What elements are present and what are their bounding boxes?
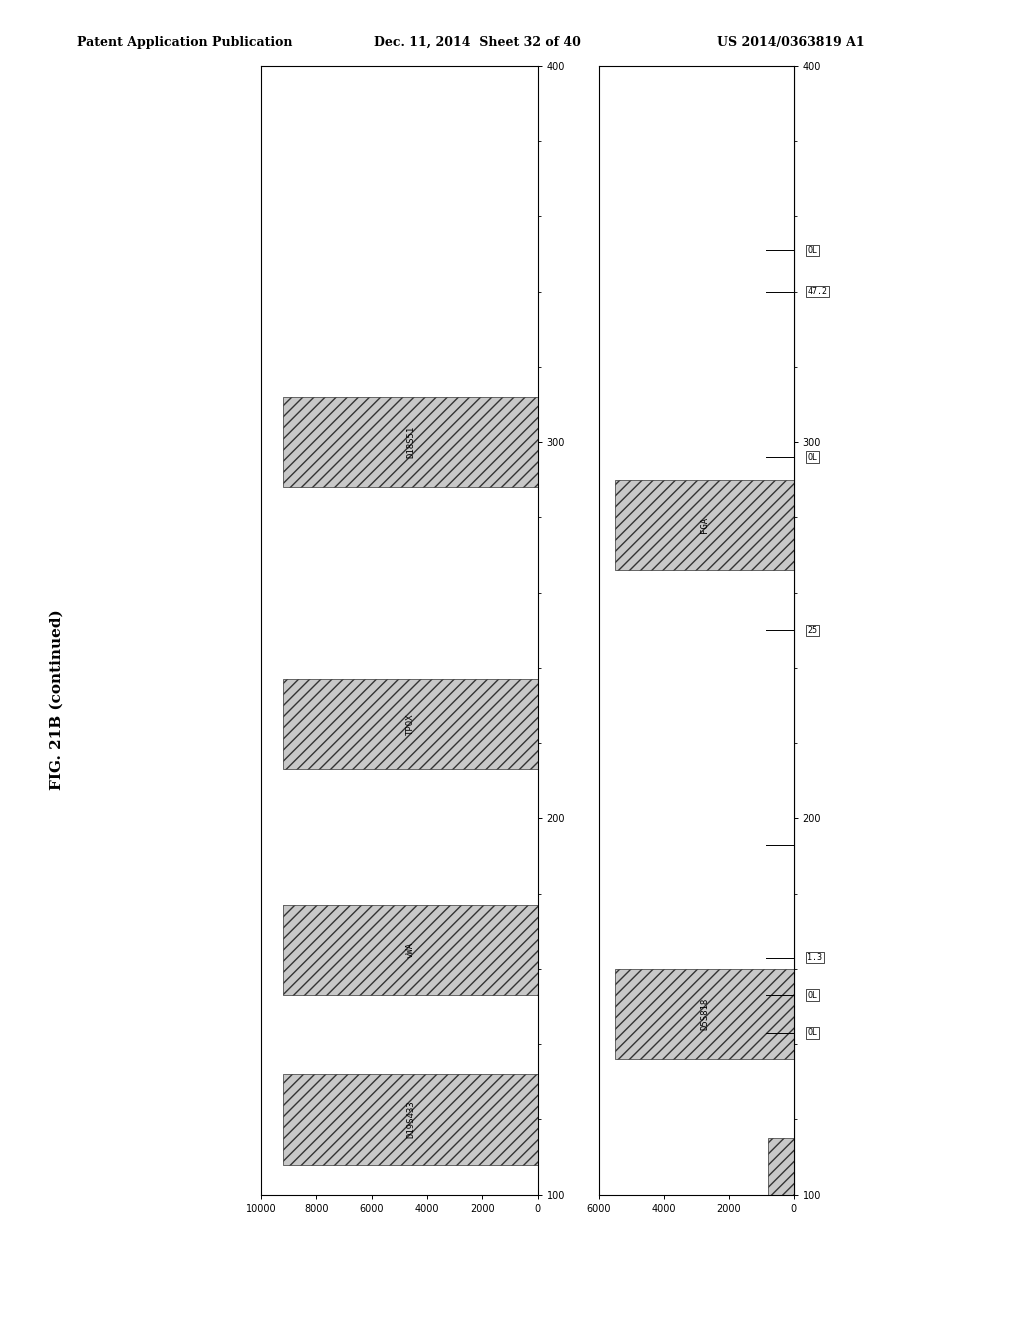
Bar bbox=[284, 906, 538, 995]
Bar bbox=[284, 680, 538, 770]
Text: OL: OL bbox=[807, 1028, 817, 1038]
Text: FIG. 21B (continued): FIG. 21B (continued) bbox=[49, 610, 63, 789]
Text: US 2014/0363819 A1: US 2014/0363819 A1 bbox=[717, 36, 864, 49]
Text: FGA: FGA bbox=[700, 517, 709, 533]
Text: TPOX: TPOX bbox=[406, 714, 415, 735]
Text: D19S433: D19S433 bbox=[406, 1101, 415, 1138]
Text: 25: 25 bbox=[807, 626, 817, 635]
Text: 47.2: 47.2 bbox=[807, 288, 827, 296]
Bar bbox=[615, 479, 794, 570]
Bar bbox=[284, 1074, 538, 1164]
Text: OL: OL bbox=[807, 991, 817, 999]
Text: 1.3: 1.3 bbox=[807, 953, 822, 962]
Bar bbox=[284, 397, 538, 487]
Text: vWA: vWA bbox=[406, 942, 415, 958]
Text: D5S818: D5S818 bbox=[700, 998, 709, 1030]
Bar bbox=[768, 1138, 794, 1199]
Text: Dec. 11, 2014  Sheet 32 of 40: Dec. 11, 2014 Sheet 32 of 40 bbox=[374, 36, 581, 49]
Text: OL: OL bbox=[807, 453, 817, 462]
Bar bbox=[615, 969, 794, 1059]
Text: OL: OL bbox=[807, 246, 817, 255]
Text: D18S51: D18S51 bbox=[406, 426, 415, 458]
Text: Patent Application Publication: Patent Application Publication bbox=[77, 36, 292, 49]
